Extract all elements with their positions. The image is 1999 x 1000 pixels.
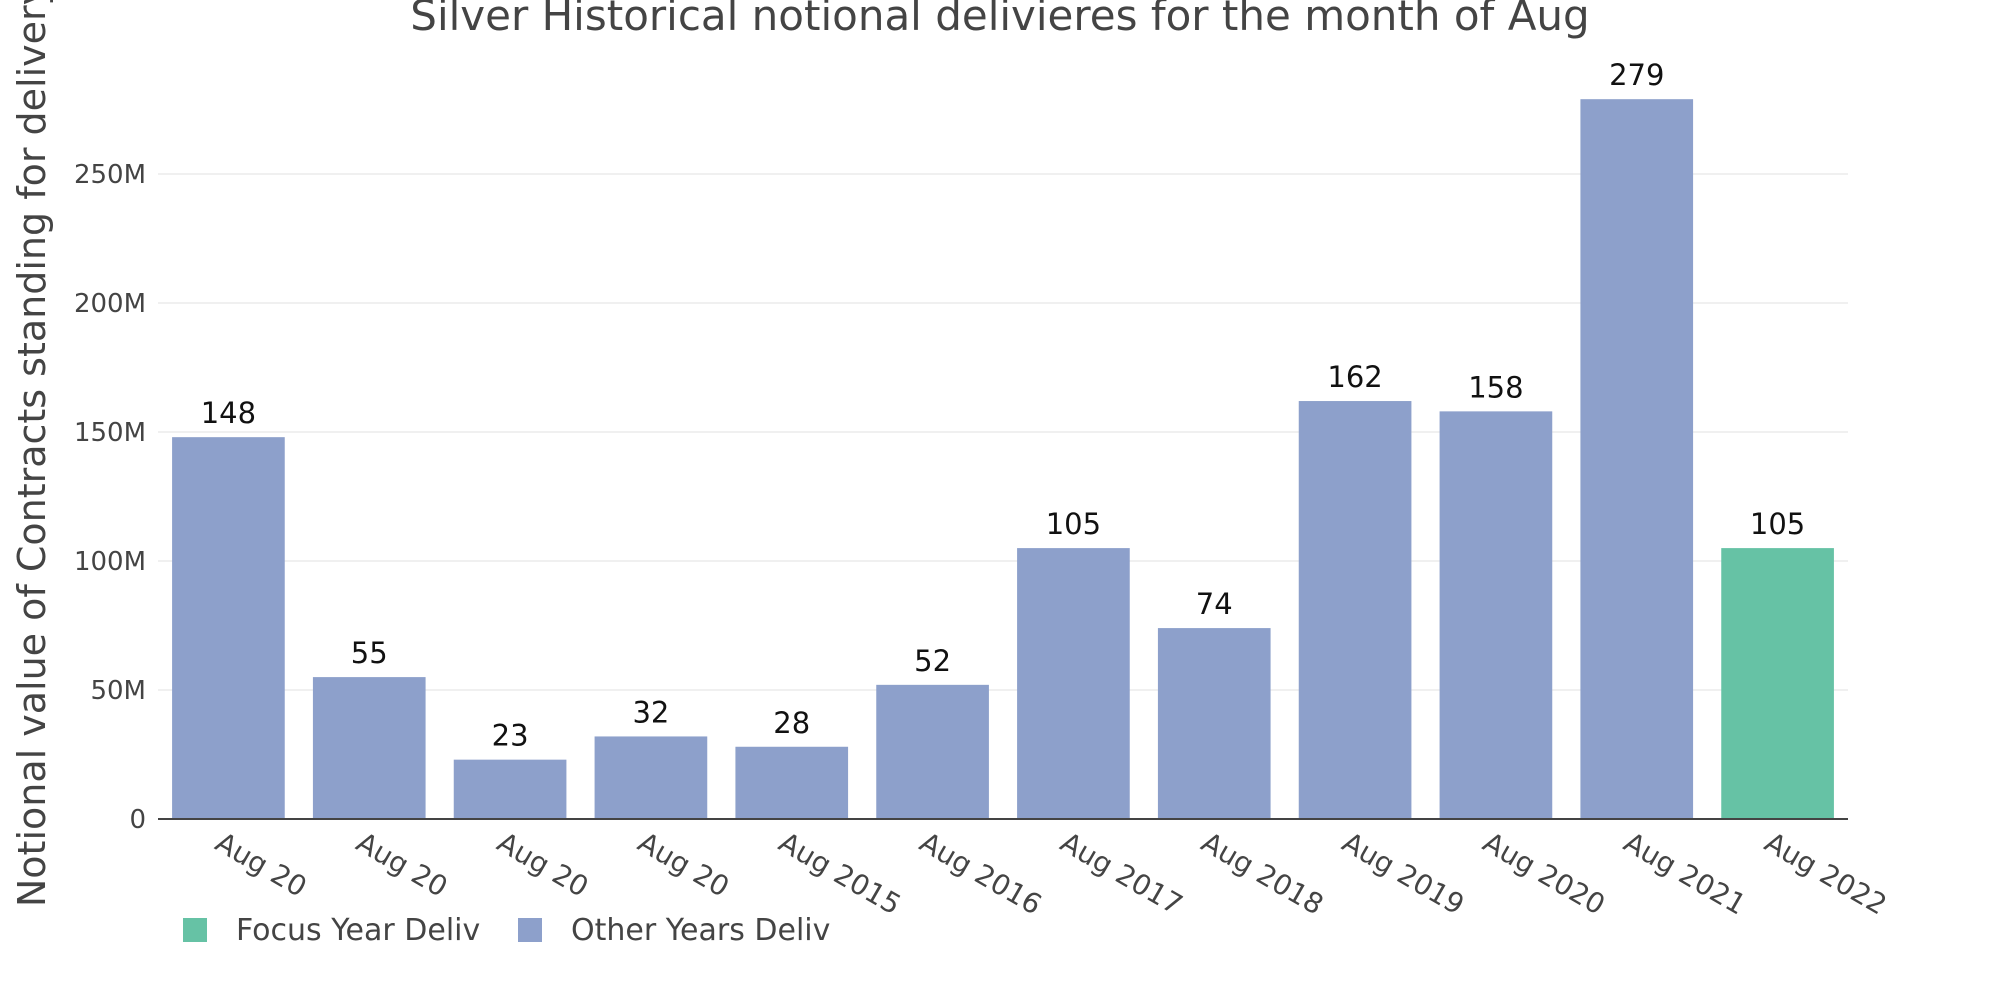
y-tick-label: 0 (129, 805, 146, 835)
y-axis-ticks: 0 50M 100M 150M 200M 250M (74, 160, 146, 835)
x-tick-label: Aug 20 (351, 825, 453, 903)
bar[interactable] (453, 759, 567, 819)
legend-item[interactable]: Other Years Deliv (518, 913, 830, 948)
x-tick-label: Aug 2019 (1337, 825, 1470, 921)
x-tick-label: Aug 2021 (1618, 825, 1751, 921)
bar[interactable] (1298, 401, 1412, 819)
data-label: 105 (1046, 507, 1101, 541)
x-tick-label: Aug 20 (632, 825, 734, 903)
legend-swatch (518, 918, 542, 942)
data-label: 55 (351, 636, 388, 670)
grid-lines (158, 173, 1848, 691)
legend[interactable]: Focus Year Deliv Other Years Deliv (183, 913, 830, 948)
bar[interactable] (594, 736, 708, 819)
x-tick-label: Aug 2018 (1196, 825, 1329, 921)
y-tick-label: 200M (74, 289, 146, 319)
y-tick-label: 50M (90, 676, 146, 706)
data-label: 105 (1750, 507, 1805, 541)
bar[interactable] (1017, 548, 1130, 819)
x-tick-label: Aug 2022 (1759, 825, 1892, 921)
data-label: 23 (492, 719, 529, 753)
bar[interactable] (1439, 411, 1553, 819)
bar[interactable] (1721, 548, 1834, 819)
x-axis-ticks: Aug 20 Aug 20 Aug 20 Aug 20 Aug 2015 Aug 2016… (210, 825, 1892, 921)
x-tick-label: Aug 20 (210, 825, 312, 903)
legend-swatch (183, 918, 207, 942)
x-tick-label: Aug 2020 (1477, 825, 1610, 921)
data-labels: 148 55 23 32 28 52 105 74 162 158 279 105 (201, 58, 1806, 752)
chart-title: Silver Historical notional delivieres fo… (410, 0, 1589, 40)
bar[interactable] (1580, 99, 1694, 820)
x-tick-label: Aug 2017 (1055, 825, 1188, 921)
y-tick-label: 100M (74, 547, 146, 577)
data-label: 32 (632, 695, 669, 729)
y-tick-label: 250M (74, 160, 146, 190)
data-label: 74 (1196, 587, 1233, 621)
bar[interactable] (312, 677, 426, 819)
data-label: 148 (201, 396, 256, 430)
data-label: 52 (914, 644, 951, 678)
bar[interactable] (1157, 628, 1271, 819)
bars (172, 99, 1834, 820)
y-axis-label: Notional value of Contracts standing for… (10, 0, 54, 907)
x-tick-label: Aug 2016 (914, 825, 1047, 921)
legend-label: Focus Year Deliv (236, 913, 480, 948)
bar[interactable] (172, 437, 285, 819)
data-label: 28 (773, 706, 810, 740)
bar[interactable] (735, 746, 849, 819)
x-tick-label: Aug 2015 (773, 825, 906, 921)
legend-label: Other Years Deliv (571, 913, 830, 948)
y-tick-label: 150M (74, 418, 146, 448)
bar[interactable] (876, 684, 989, 819)
data-label: 162 (1327, 360, 1382, 394)
data-label: 279 (1609, 58, 1664, 92)
x-tick-label: Aug 20 (492, 825, 594, 903)
data-label: 158 (1468, 370, 1523, 404)
legend-item[interactable]: Focus Year Deliv (183, 913, 480, 948)
